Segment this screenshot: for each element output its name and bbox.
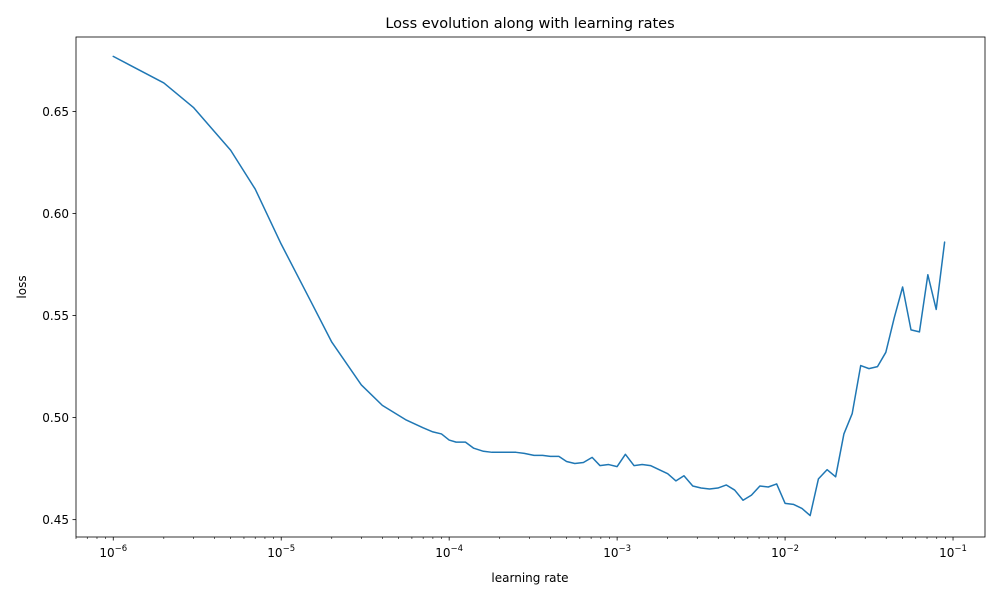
- x-tick-label: 10−3: [603, 544, 631, 560]
- chart-title: Loss evolution along with learning rates: [385, 16, 674, 32]
- x-tick-label: 10−1: [939, 544, 967, 560]
- y-tick-label: 0.45: [42, 513, 69, 527]
- x-axis-label: learning rate: [491, 571, 568, 585]
- x-tick-label: 10−4: [435, 544, 463, 560]
- series-line-0: [112, 55, 946, 517]
- x-tick-label: 10−2: [771, 544, 799, 560]
- y-tick-label: 0.50: [42, 411, 69, 425]
- y-tick-label: 0.55: [42, 309, 69, 323]
- x-tick-label: 10−6: [99, 544, 127, 560]
- y-axis-label: loss: [15, 275, 29, 298]
- y-tick-label: 0.60: [42, 207, 69, 221]
- plot-area: 10−6 10−5 10−4 10−3 10−2 10−1 0.45 0.50 0.55 0.60…: [42, 36, 986, 560]
- x-tick-label: 10−5: [267, 544, 295, 560]
- y-tick-label: 0.65: [42, 105, 69, 119]
- plot-frame: [75, 36, 986, 538]
